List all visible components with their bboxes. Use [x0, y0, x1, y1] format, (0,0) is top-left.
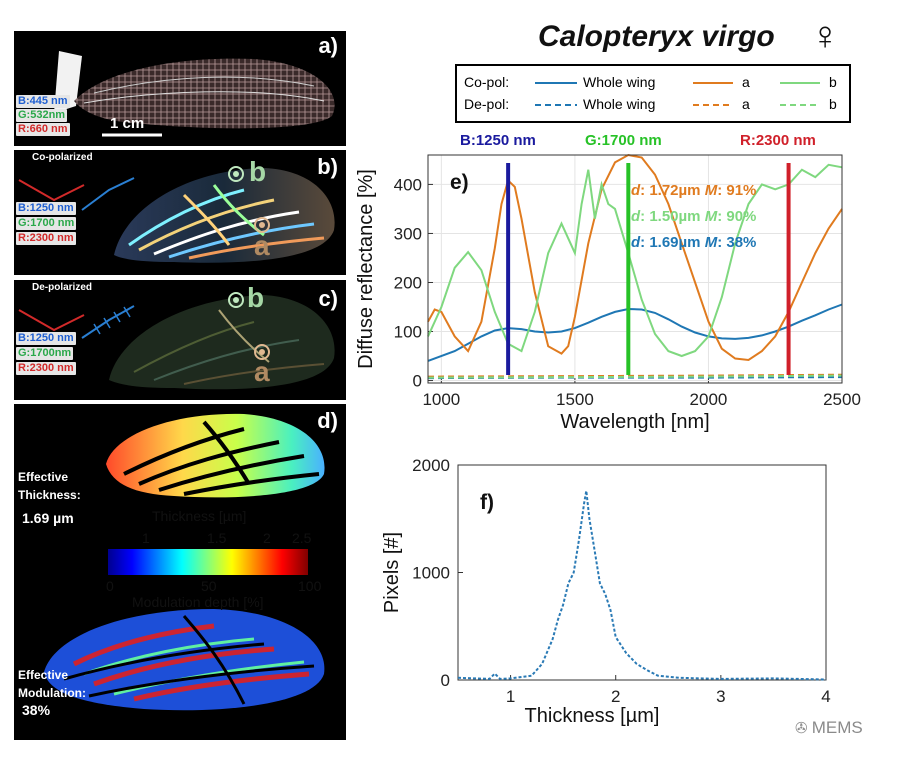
wavelength-label-red: R:2300 nm — [740, 132, 816, 149]
annotation-text: d: 1.72µm M: 91% — [631, 182, 756, 199]
legend-swatches — [535, 82, 820, 106]
wavelength-label-blue: B:1250 nm — [460, 132, 536, 149]
channel-green-a: G:532nm — [16, 109, 68, 122]
y-tick-label: 0 — [413, 372, 422, 391]
x-tick-label: 2000 — [690, 390, 728, 409]
panel-f-label: f) — [480, 491, 494, 514]
y-tick-label: 2000 — [412, 456, 450, 475]
thickness-tick: 2.5 — [292, 530, 312, 546]
plot-frame — [457, 464, 827, 681]
plot-frame — [427, 154, 843, 384]
annotation-text: d: 1.50µm M: 90% — [631, 208, 756, 225]
panel-c-label: c) — [318, 286, 338, 311]
reflectance-chart: 1000 1500 2000 2500 0 100 200 300 400 e) d: 1.72µm… — [355, 153, 861, 433]
x-tick-label: 3 — [716, 687, 725, 706]
point-a-label: a — [254, 356, 270, 387]
channel-blue-a: B:445 nm — [16, 95, 70, 108]
thickness-tick: 2 — [263, 530, 271, 546]
channel-red-a: R:660 nm — [16, 123, 70, 136]
wing-image-copolarized — [18, 166, 335, 263]
modulation-tick: 50 — [201, 578, 217, 594]
legend-depol-label: De-pol: — [464, 96, 510, 112]
annotation-text: d: 1.69µm M: 38% — [631, 234, 756, 251]
channel-red-c: R:2300 nm — [16, 362, 76, 375]
panel-c: De-polarized c) B:1250 nm G:1700nm R:230… — [14, 280, 346, 400]
x-axis-label: Thickness [µm] — [525, 705, 660, 727]
channel-green-b: G:1700 nm — [16, 217, 77, 230]
scale-bar-label: 1 cm — [110, 115, 145, 132]
panel-d: d) Effective Thickness: 1.69 µm Thicknes… — [14, 404, 346, 740]
y-tick-label: 300 — [394, 224, 422, 243]
x-tick-label: 1500 — [556, 390, 594, 409]
x-tick-label: 4 — [821, 687, 830, 706]
x-tick-label: 2500 — [823, 390, 861, 409]
thickness-colorbar-title: Thickness [µm] — [152, 508, 247, 524]
series-line-depol-b — [427, 374, 843, 379]
channel-blue-c: B:1250 nm — [16, 332, 76, 345]
effective-thickness-value: 1.69 µm — [22, 510, 74, 526]
watermark: ✇ MEMS — [795, 718, 863, 738]
figure-title: Calopteryx virgo — [538, 20, 775, 53]
legend-item-whole-wing: Whole wing — [583, 96, 656, 112]
histogram-line — [457, 490, 827, 681]
point-b-label: b — [247, 282, 265, 313]
panel-a: a) B:445 nm G:532nm R:660 nm 1 cm — [14, 31, 346, 146]
legend-item-whole-wing: Whole wing — [583, 74, 656, 90]
series-line-copol-a — [427, 153, 843, 362]
modulation-tick: 0 — [106, 578, 114, 594]
x-tick-label: 2 — [611, 687, 620, 706]
legend-item-b: b — [829, 96, 837, 112]
legend: Co-pol: De-pol: Whole wing a b Whole win… — [455, 64, 851, 123]
legend-item-a: a — [742, 96, 750, 112]
channel-red-b: R:2300 nm — [16, 232, 76, 245]
thickness-tick: 1 — [142, 530, 150, 546]
de-polarized-label: De-polarized — [32, 282, 93, 293]
x-tick-label: 1000 — [422, 390, 460, 409]
x-tick-label: 1 — [506, 687, 515, 706]
plot-area — [428, 155, 842, 383]
channel-green-c: G:1700nm — [16, 347, 74, 360]
watermark-text: MEMS — [811, 718, 863, 737]
thickness-histogram: 1 2 3 4 0 1000 2000 f) Thickness [µm] Pixels [#] — [381, 456, 831, 727]
modulation-tick: 100 — [298, 578, 322, 594]
y-tick-label: 200 — [394, 273, 422, 292]
panel-b: Co-polarized b) B:1250 nm G:1700 nm R:23… — [14, 150, 346, 275]
legend-item-b: b — [829, 74, 837, 90]
y-tick-label: 100 — [394, 323, 422, 342]
legend-copol-label: Co-pol: — [464, 74, 510, 90]
co-polarized-label: Co-polarized — [32, 152, 93, 163]
channel-blue-b: B:1250 nm — [16, 202, 76, 215]
y-axis-label: Diffuse reflectance [%] — [355, 169, 377, 369]
thickness-tick: 1.5 — [207, 530, 227, 546]
panel-a-label: a) — [318, 33, 338, 58]
panel-d-label: d) — [317, 408, 338, 433]
effective-modulation-label: Effective Modulation: — [18, 668, 86, 700]
point-a-label: a — [254, 230, 270, 261]
x-axis-label: Wavelength [nm] — [560, 411, 709, 433]
y-tick-label: 400 — [394, 175, 422, 194]
wavelength-label-green: G:1700 nm — [585, 132, 662, 149]
modulation-colorbar-title: Modulation depth [%] — [132, 594, 264, 610]
y-axis-label: Pixels [#] — [381, 532, 403, 613]
panel-e-label: e) — [450, 171, 469, 194]
effective-thickness-label: Effective Thickness: — [18, 470, 81, 502]
panel-b-label: b) — [317, 154, 338, 179]
wechat-icon: ✇ — [795, 720, 812, 737]
y-tick-label: 0 — [441, 671, 450, 690]
y-tick-label: 1000 — [412, 564, 450, 583]
effective-modulation-value: 38% — [22, 702, 51, 718]
wing-image-depolarized — [18, 292, 335, 390]
series-line-copol-b — [427, 163, 843, 358]
thickness-and-modulation-maps — [44, 413, 325, 711]
legend-item-a: a — [742, 74, 750, 90]
female-symbol-icon: ♀ — [810, 14, 840, 58]
point-b-label: b — [249, 156, 267, 187]
